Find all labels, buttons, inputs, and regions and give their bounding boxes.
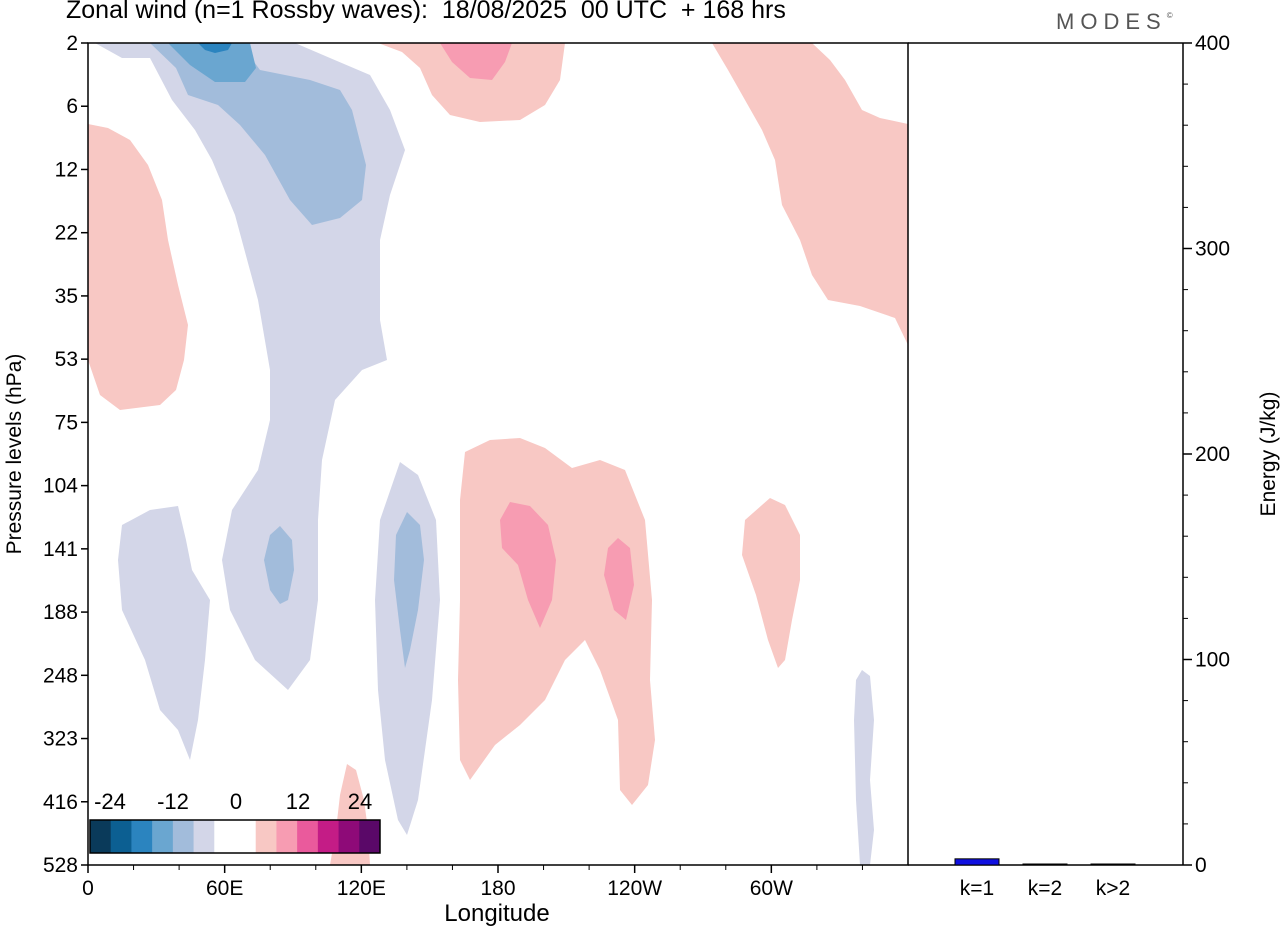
energy-tick-label: 200 — [1195, 443, 1230, 466]
negative-contour-moderate-mid — [264, 526, 294, 604]
y-tick-label: 75 — [55, 411, 78, 434]
positive-contour-top — [378, 43, 565, 122]
x-tick-label: 120W — [607, 877, 662, 900]
colorbar-swatch — [214, 820, 236, 853]
y-tick-label: 528 — [43, 854, 78, 877]
y-tick-label: 248 — [43, 664, 78, 687]
colorbar-swatch — [110, 820, 132, 853]
y-tick-label: 323 — [43, 728, 78, 751]
colorbar: -24 -12 0 12 24 — [89, 789, 381, 854]
negative-contour-moderate-upper — [150, 43, 366, 225]
y-tick-label: 104 — [43, 475, 78, 498]
x-axis-label: Longitude — [444, 900, 549, 927]
colorbar-label: -12 — [157, 789, 189, 814]
colorbar-label: 24 — [348, 789, 372, 814]
colorbar-swatch — [193, 820, 215, 853]
colorbar-swatch — [90, 820, 112, 853]
colorbar-swatch — [131, 820, 153, 853]
energy-bar — [1022, 863, 1068, 866]
positive-contour-left — [88, 124, 188, 410]
y-tick-label: 141 — [43, 538, 78, 561]
negative-contour-moderate-right — [394, 512, 424, 668]
energy-category-label: k=1 — [960, 877, 994, 900]
colorbar-frame — [89, 819, 381, 854]
x-tick-label: 180 — [480, 877, 515, 900]
energy-category-label: k>2 — [1096, 877, 1130, 900]
energy-tick-label: 0 — [1195, 854, 1207, 877]
colorbar-swatch — [255, 820, 277, 853]
modes-logo: MODES© — [1056, 9, 1173, 35]
negative-contour-left — [118, 506, 210, 760]
y-tick-label: 22 — [55, 222, 78, 245]
x-tick-label: 0 — [82, 877, 94, 900]
positive-contour-east — [742, 498, 800, 668]
y-tick-label: 416 — [43, 791, 78, 814]
y-tick-label: 35 — [55, 285, 78, 308]
logo-mark: © — [1166, 11, 1173, 20]
y-tick-label: 2 — [66, 32, 78, 55]
colorbar-swatch — [359, 820, 381, 853]
energy-tick-label: 100 — [1195, 649, 1230, 672]
energy-axis-label: Energy (J/kg) — [1257, 392, 1280, 517]
y-axis-label: Pressure levels (hPa) — [3, 354, 26, 555]
logo-text: MODES — [1056, 9, 1167, 34]
colorbar-label: 12 — [286, 789, 310, 814]
energy-tick-label: 300 — [1195, 238, 1230, 261]
contour-field — [88, 43, 908, 865]
pressure-axis: 2 6 12 22 35 53 75 104 141 188 248 323 416 528 — [43, 32, 88, 877]
energy-tick-label: 400 — [1195, 32, 1230, 55]
colorbar-swatch — [276, 820, 298, 853]
colorbar-swatch — [317, 820, 340, 853]
y-tick-label: 188 — [43, 601, 78, 624]
energy-axis: 0 100 200 300 400 — [1183, 32, 1230, 877]
longitude-axis: 0 60E 120E 180 120W 60W — [82, 865, 863, 900]
energy-bar — [954, 858, 1000, 866]
positive-contour-moderate-top — [440, 43, 512, 80]
energy-category-label: k=2 — [1028, 877, 1062, 900]
negative-contour-strong — [168, 43, 256, 82]
x-tick-label: 120E — [337, 877, 386, 900]
colorbar-swatch — [235, 820, 257, 853]
negative-contour-core — [198, 43, 232, 53]
colorbar-swatch — [152, 820, 174, 853]
x-tick-label: 60W — [750, 877, 793, 900]
negative-contour-right — [854, 670, 874, 865]
positive-contour-center — [458, 438, 655, 805]
colorbar-swatch — [297, 820, 319, 853]
x-tick-label: 60E — [206, 877, 243, 900]
positive-contour-moderate-east — [604, 538, 634, 620]
energy-bars: k=1 k=2 k>2 — [954, 858, 1136, 900]
y-tick-label: 6 — [66, 95, 78, 118]
y-tick-label: 53 — [55, 348, 78, 371]
colorbar-label: 0 — [230, 789, 242, 814]
energy-bar — [1090, 863, 1136, 866]
y-tick-label: 12 — [55, 158, 78, 181]
colorbar-label: -24 — [94, 789, 126, 814]
positive-contour-topright — [712, 43, 908, 345]
colorbar-swatch — [172, 820, 195, 853]
chart-title: Zonal wind (n=1 Rossby waves): 18/08/202… — [66, 0, 786, 24]
positive-contour-moderate-center — [500, 502, 556, 628]
colorbar-swatch — [338, 820, 360, 853]
